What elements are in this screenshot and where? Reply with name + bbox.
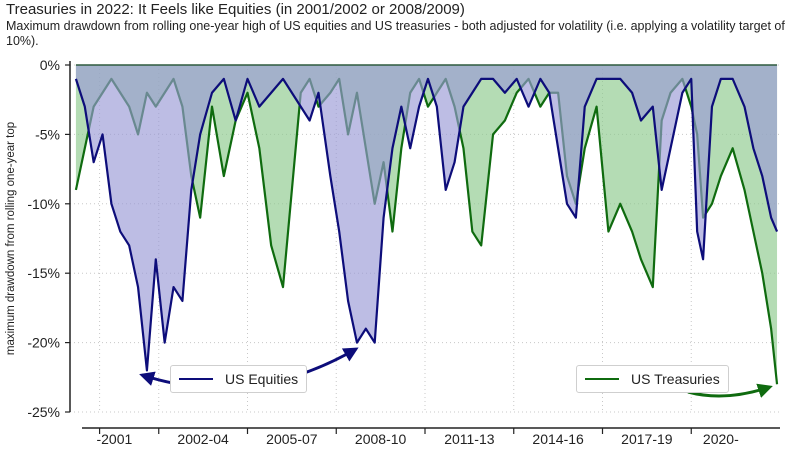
x-tick-label: -2001 <box>96 431 132 447</box>
us-treasuries-area <box>75 65 778 385</box>
x-tick-label: 2017-19 <box>621 431 673 447</box>
x-tick-label: 2020- <box>703 431 739 447</box>
y-tick-label: -25% <box>27 404 60 420</box>
chart-subtitle: Maximum drawdown from rolling one-year h… <box>6 19 785 48</box>
x-tick-label: 2005-07 <box>266 431 318 447</box>
x-tick-label: 2002-04 <box>177 431 229 447</box>
y-axis-label: maximum drawdown from rolling one-year t… <box>5 122 17 355</box>
x-tick-label: 2011-13 <box>444 431 495 447</box>
chart-title: Treasuries in 2022: It Feels like Equiti… <box>6 1 465 18</box>
legend-us-treasuries: US Treasuries <box>576 365 729 393</box>
y-tick-label: -15% <box>27 265 60 281</box>
legend-equities-label: US Equities <box>225 371 299 387</box>
us-equities-area <box>75 65 778 371</box>
y-tick-label: -10% <box>27 196 60 212</box>
x-tick-label: 2014-16 <box>532 431 584 447</box>
legend-treasuries-label: US Treasuries <box>631 371 720 387</box>
y-tick-label: 0% <box>40 57 60 73</box>
us-equities-line <box>74 77 779 372</box>
legend-equities-swatch <box>179 378 213 380</box>
y-tick-label: -5% <box>35 126 60 142</box>
y-tick-label: -20% <box>27 335 60 351</box>
legend-treasuries-swatch <box>585 378 619 380</box>
treasuries-arrow <box>687 383 773 398</box>
legend-us-equities: US Equities <box>170 365 308 393</box>
x-tick-label: 2008-10 <box>355 431 407 447</box>
